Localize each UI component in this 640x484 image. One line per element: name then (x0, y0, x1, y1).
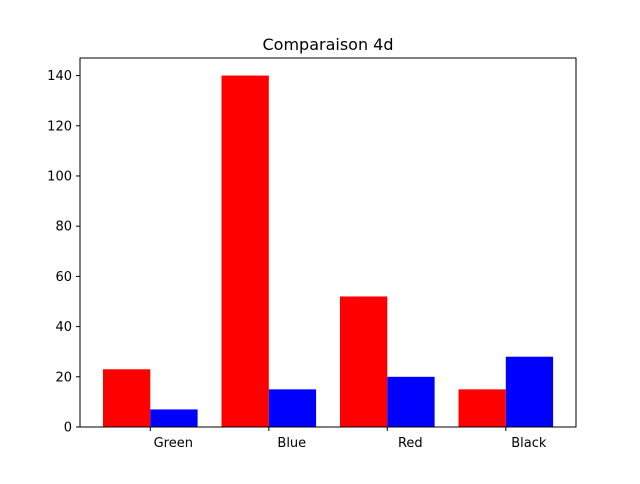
bar-blue-series-1 (221, 75, 269, 427)
y-tick-label: 0 (64, 421, 72, 436)
y-tick-label: 40 (55, 320, 72, 335)
y-tick-label: 80 (55, 220, 72, 235)
y-tick-label: 20 (55, 370, 72, 385)
y-tick-label: 120 (47, 119, 72, 134)
bar-black-series-1 (458, 389, 506, 427)
chart-title: Comparaison 4d (262, 35, 393, 54)
axes-layer: 0 20 40 60 80 100 120 140 Green Blue Red Black (47, 57, 577, 451)
bars-layer (103, 75, 554, 427)
y-tick-label: 100 (47, 169, 72, 184)
y-tick-label: 140 (47, 69, 72, 84)
bar-blue-series-2 (268, 389, 317, 427)
bar-green-series-2 (150, 409, 198, 427)
y-tick-label: 60 (55, 270, 72, 285)
x-tick-label-black: Black (511, 436, 547, 451)
bar-red-series-1 (340, 296, 388, 427)
bar-green-series-1 (103, 369, 151, 427)
x-tick-label-blue: Blue (277, 436, 306, 451)
x-tick-label-red: Red (398, 436, 423, 451)
plot-frame (79, 57, 577, 428)
bar-black-series-2 (505, 356, 554, 427)
x-tick-label-green: Green (154, 436, 193, 451)
bar-red-series-2 (387, 376, 435, 427)
